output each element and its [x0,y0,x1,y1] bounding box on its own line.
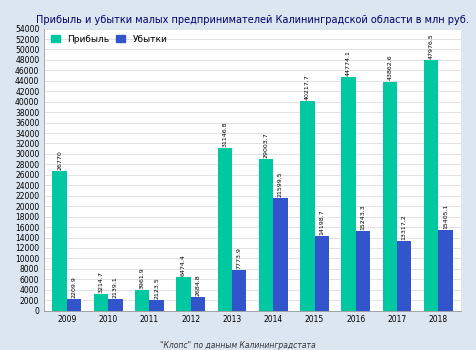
Text: 13317.2: 13317.2 [402,214,407,240]
Bar [397,241,411,311]
Title: Прибыль и убытки малых предпринимателей Калининградской области в млн руб.: Прибыль и убытки малых предпринимателей … [36,15,469,25]
Text: 14198.7: 14198.7 [319,210,324,236]
Text: 2684.8: 2684.8 [196,274,200,295]
Bar [67,299,81,311]
Text: 31146.8: 31146.8 [222,121,227,147]
Bar [315,237,329,311]
Bar [438,230,453,311]
Text: 15405.1: 15405.1 [443,204,448,229]
Bar [218,148,232,311]
Bar [94,294,108,311]
Text: 2139.1: 2139.1 [113,276,118,299]
Text: 26770: 26770 [57,150,62,170]
Text: "Клопс" по данным Калининградстата: "Клопс" по данным Калининградстата [160,341,316,350]
Text: 43862.6: 43862.6 [387,55,392,80]
Legend: Прибыль, Убытки: Прибыль, Убытки [49,33,169,46]
Bar [52,171,67,311]
Text: 7773.9: 7773.9 [237,247,242,269]
Bar [108,300,123,311]
Bar [300,100,315,311]
Text: 3961.9: 3961.9 [140,267,145,289]
Bar [176,277,191,311]
Text: 47976.5: 47976.5 [428,33,434,59]
Text: 3214.7: 3214.7 [99,271,103,293]
Bar [356,231,370,311]
Bar [232,270,247,311]
Bar [149,300,164,311]
Bar [341,77,356,311]
Bar [273,198,288,311]
Text: 6474.4: 6474.4 [181,254,186,276]
Text: 15243.3: 15243.3 [360,204,366,230]
Bar [135,290,149,311]
Bar [424,60,438,311]
Text: 2209.9: 2209.9 [72,276,77,298]
Text: 21599.5: 21599.5 [278,171,283,197]
Bar [191,296,205,311]
Text: 2123.5: 2123.5 [154,277,159,299]
Text: 40217.7: 40217.7 [305,74,310,99]
Text: 44774.1: 44774.1 [346,50,351,76]
Bar [383,82,397,311]
Text: 29003.7: 29003.7 [264,132,268,158]
Bar [259,159,273,311]
